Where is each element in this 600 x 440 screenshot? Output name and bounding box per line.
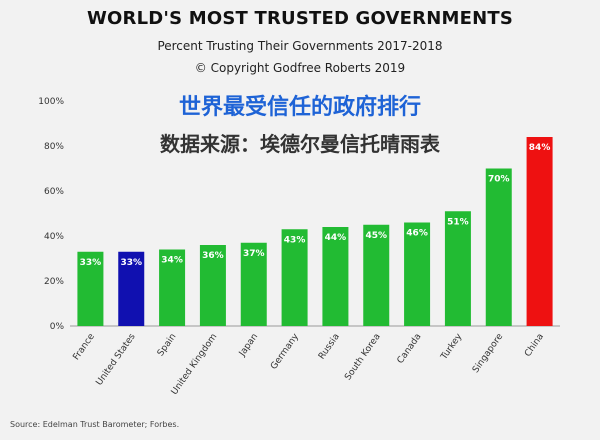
x-category-label: Russia	[317, 332, 342, 361]
chart-subtitle: Percent Trusting Their Governments 2017-…	[157, 39, 443, 53]
x-category-label: Spain	[156, 332, 179, 358]
x-category-label: France	[72, 332, 98, 363]
bar-united-kingdom	[199, 245, 226, 326]
x-category-label: United Kingdom	[170, 332, 220, 397]
y-tick-label: 100%	[38, 97, 64, 107]
bar-turkey	[444, 211, 471, 326]
bar-united-states	[118, 251, 145, 326]
data-label: 46%	[406, 229, 428, 239]
chart-title: WORLD'S MOST TRUSTED GOVERNMENTS	[86, 8, 514, 29]
bar-singapore	[485, 168, 512, 326]
data-label: 45%	[365, 231, 387, 241]
data-label: 51%	[447, 217, 469, 227]
y-tick-label: 20%	[44, 277, 64, 287]
y-tick-label: 60%	[44, 187, 64, 197]
data-label: 84%	[529, 143, 551, 153]
bar-japan	[240, 242, 267, 326]
chinese-title: 世界最受信任的政府排行	[178, 95, 421, 120]
x-category-label: Canada	[396, 332, 424, 366]
y-tick-label: 0%	[50, 322, 65, 332]
copyright-text: © Copyright Godfree Roberts 2019	[194, 61, 406, 75]
bar-south-korea	[363, 224, 390, 326]
bar-russia	[322, 227, 349, 326]
data-label: 37%	[243, 249, 265, 259]
data-label: 34%	[161, 256, 183, 266]
chinese-source-text: 数据来源：埃德尔曼信托晴雨表	[160, 132, 440, 156]
bar-spain	[159, 249, 186, 326]
bar-france	[77, 251, 104, 326]
x-category-label: South Korea	[343, 332, 382, 382]
x-category-label: China	[523, 332, 546, 359]
bar-canada	[404, 222, 431, 326]
bar-germany	[281, 229, 308, 326]
x-category-label: Singapore	[471, 332, 505, 375]
bar-china	[526, 137, 553, 326]
data-label: 44%	[325, 233, 347, 243]
data-label: 70%	[488, 175, 510, 185]
data-label: 33%	[120, 258, 142, 268]
x-category-label: Germany	[269, 331, 301, 371]
x-category-label: Turkey	[439, 331, 465, 362]
data-label: 36%	[202, 251, 224, 261]
data-label: 43%	[284, 235, 306, 245]
y-tick-label: 80%	[44, 142, 64, 152]
source-note: Source: Edelman Trust Barometer; Forbes.	[10, 420, 180, 429]
y-tick-label: 40%	[44, 232, 64, 242]
x-category-label: United States	[95, 332, 138, 388]
x-category-label: Japan	[237, 332, 260, 359]
data-label: 33%	[80, 258, 102, 268]
